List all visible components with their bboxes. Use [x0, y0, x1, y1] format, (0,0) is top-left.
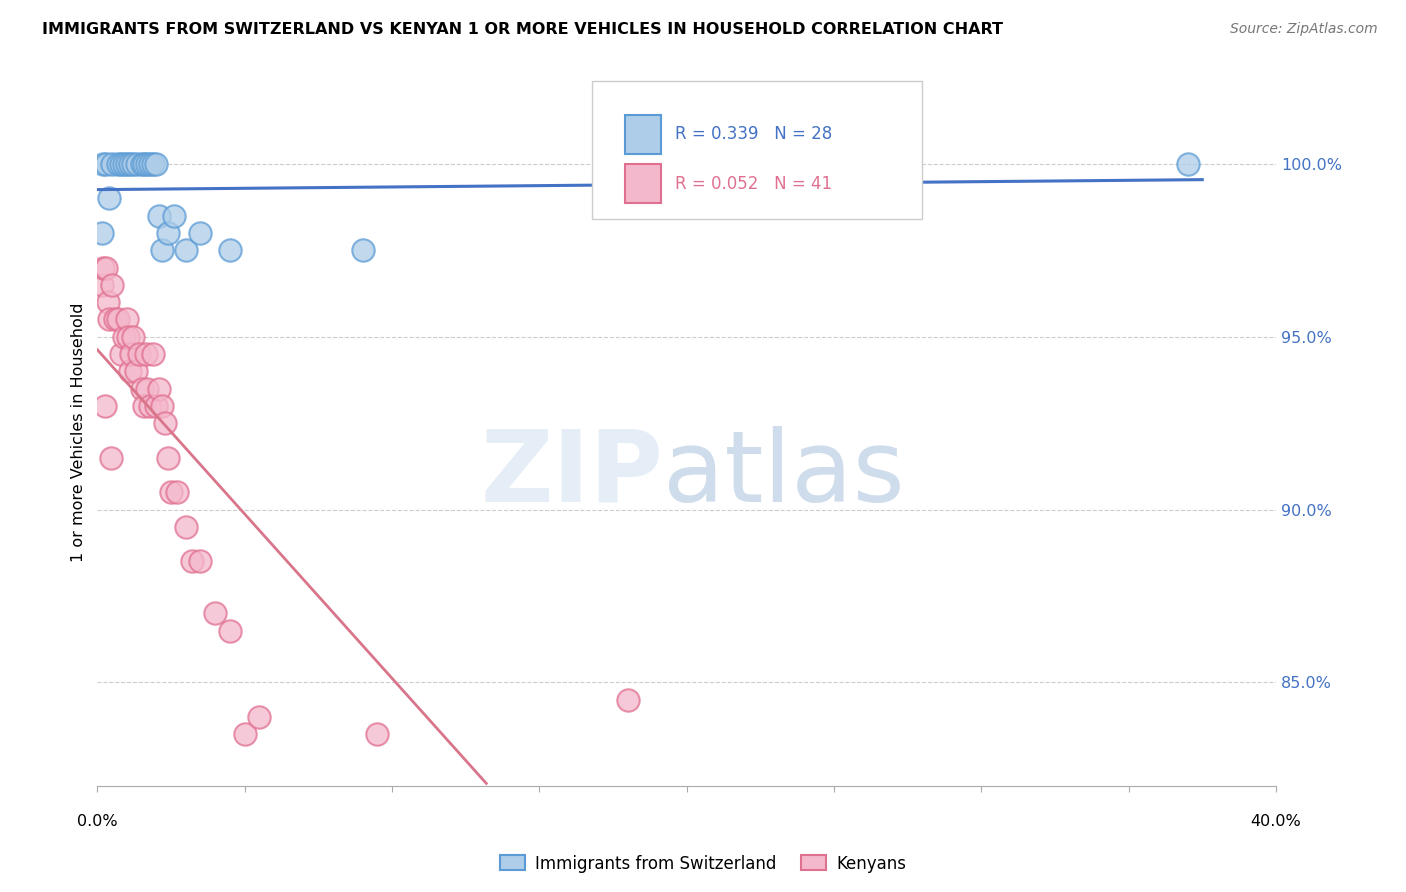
Point: [110, 157, 132, 171]
Text: 40.0%: 40.0%: [1250, 814, 1302, 829]
Point: [112, 329, 135, 343]
Point: [128, 347, 150, 361]
Point: [160, 485, 183, 500]
Point: [118, 157, 141, 171]
Point: [204, 607, 226, 621]
Point: [157, 450, 180, 465]
FancyBboxPatch shape: [626, 115, 661, 153]
Point: [148, 382, 170, 396]
Point: [96, 157, 118, 171]
Point: [112, 157, 135, 171]
Point: [121, 329, 143, 343]
Point: [139, 157, 162, 171]
Point: [219, 624, 242, 638]
Point: [101, 157, 124, 171]
Text: Source: ZipAtlas.com: Source: ZipAtlas.com: [1230, 22, 1378, 37]
Point: [118, 364, 141, 378]
FancyBboxPatch shape: [626, 164, 661, 203]
Point: [139, 399, 162, 413]
Y-axis label: 1 or more Vehicles in Household: 1 or more Vehicles in Household: [72, 302, 86, 562]
FancyBboxPatch shape: [592, 81, 922, 219]
Point: [153, 416, 176, 430]
Point: [157, 226, 180, 240]
Text: R = 0.339   N = 28: R = 0.339 N = 28: [675, 125, 832, 143]
Point: [145, 399, 167, 413]
Point: [98, 312, 121, 326]
Point: [115, 312, 138, 326]
Point: [136, 157, 159, 171]
Point: [124, 364, 146, 378]
Point: [142, 157, 165, 171]
Point: [117, 329, 139, 343]
Point: [121, 157, 143, 171]
Point: [174, 520, 197, 534]
Point: [110, 347, 132, 361]
Text: atlas: atlas: [664, 425, 904, 523]
Point: [163, 209, 186, 223]
Point: [190, 226, 212, 240]
Point: [366, 727, 388, 741]
Point: [1177, 157, 1199, 171]
Point: [150, 244, 173, 258]
Point: [145, 157, 167, 171]
Point: [107, 157, 129, 171]
Point: [90, 226, 112, 240]
Point: [134, 399, 156, 413]
Text: R = 0.052   N = 41: R = 0.052 N = 41: [675, 175, 832, 193]
Point: [233, 727, 256, 741]
Point: [180, 554, 202, 568]
Point: [136, 382, 159, 396]
Point: [131, 382, 153, 396]
Point: [150, 399, 173, 413]
Point: [134, 157, 156, 171]
Point: [131, 157, 153, 171]
Point: [100, 450, 122, 465]
Point: [190, 554, 212, 568]
Point: [247, 710, 270, 724]
Text: 0.0%: 0.0%: [77, 814, 118, 829]
Point: [616, 692, 638, 706]
Point: [93, 399, 115, 413]
Point: [91, 260, 114, 275]
Point: [96, 260, 118, 275]
Point: [107, 312, 129, 326]
Point: [127, 157, 149, 171]
Point: [101, 277, 124, 292]
Point: [882, 157, 904, 171]
Point: [148, 209, 170, 223]
Text: IMMIGRANTS FROM SWITZERLAND VS KENYAN 1 OR MORE VEHICLES IN HOUSEHOLD CORRELATIO: IMMIGRANTS FROM SWITZERLAND VS KENYAN 1 …: [42, 22, 1002, 37]
Point: [142, 347, 165, 361]
Point: [91, 157, 114, 171]
Point: [120, 347, 142, 361]
Point: [115, 157, 138, 171]
Point: [219, 244, 242, 258]
Point: [135, 347, 157, 361]
Point: [104, 312, 127, 326]
Point: [90, 277, 112, 292]
Point: [352, 244, 374, 258]
Point: [97, 295, 120, 310]
Legend: Immigrants from Switzerland, Kenyans: Immigrants from Switzerland, Kenyans: [494, 848, 912, 880]
Text: ZIP: ZIP: [481, 425, 664, 523]
Point: [166, 485, 188, 500]
Point: [98, 191, 121, 205]
Point: [174, 244, 197, 258]
